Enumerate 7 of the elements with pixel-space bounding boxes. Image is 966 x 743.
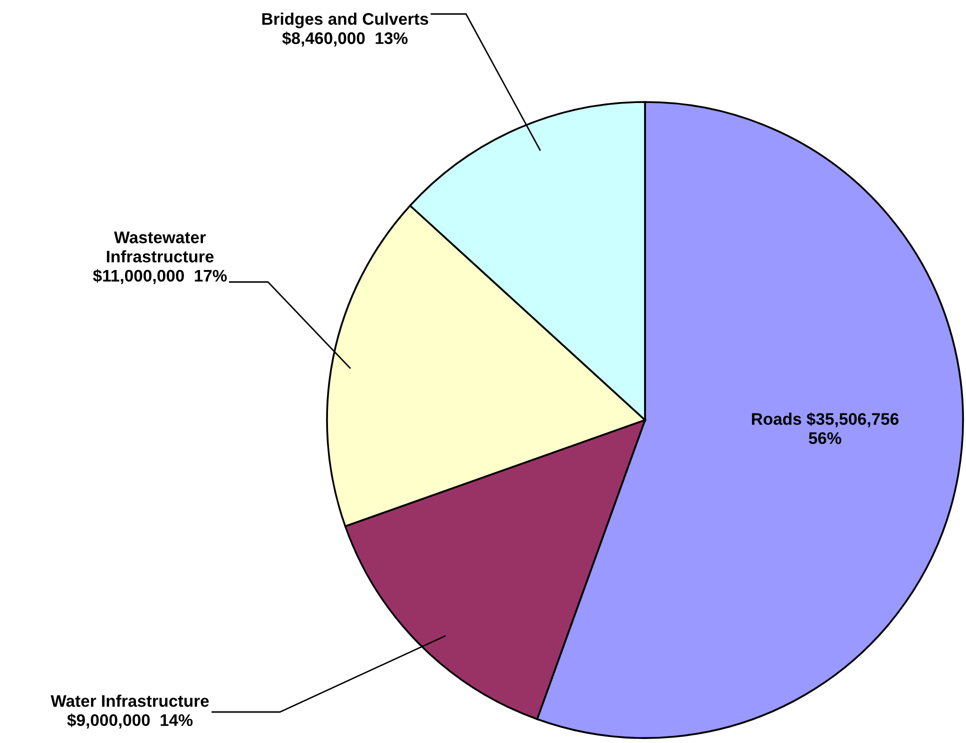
slice-label: Water Infrastructure [50,694,209,707]
data-label: $9,000,000 14% [67,714,193,728]
data-label: $11,000,000 17% [93,269,227,284]
slice-label: Bridges and Culverts [262,12,428,28]
data-label: $8,460,000 13% [282,32,408,47]
slice-label: Roads $35,506,756 56% [752,412,899,444]
slice-label: Wastewater Infrastructure [106,232,214,262]
